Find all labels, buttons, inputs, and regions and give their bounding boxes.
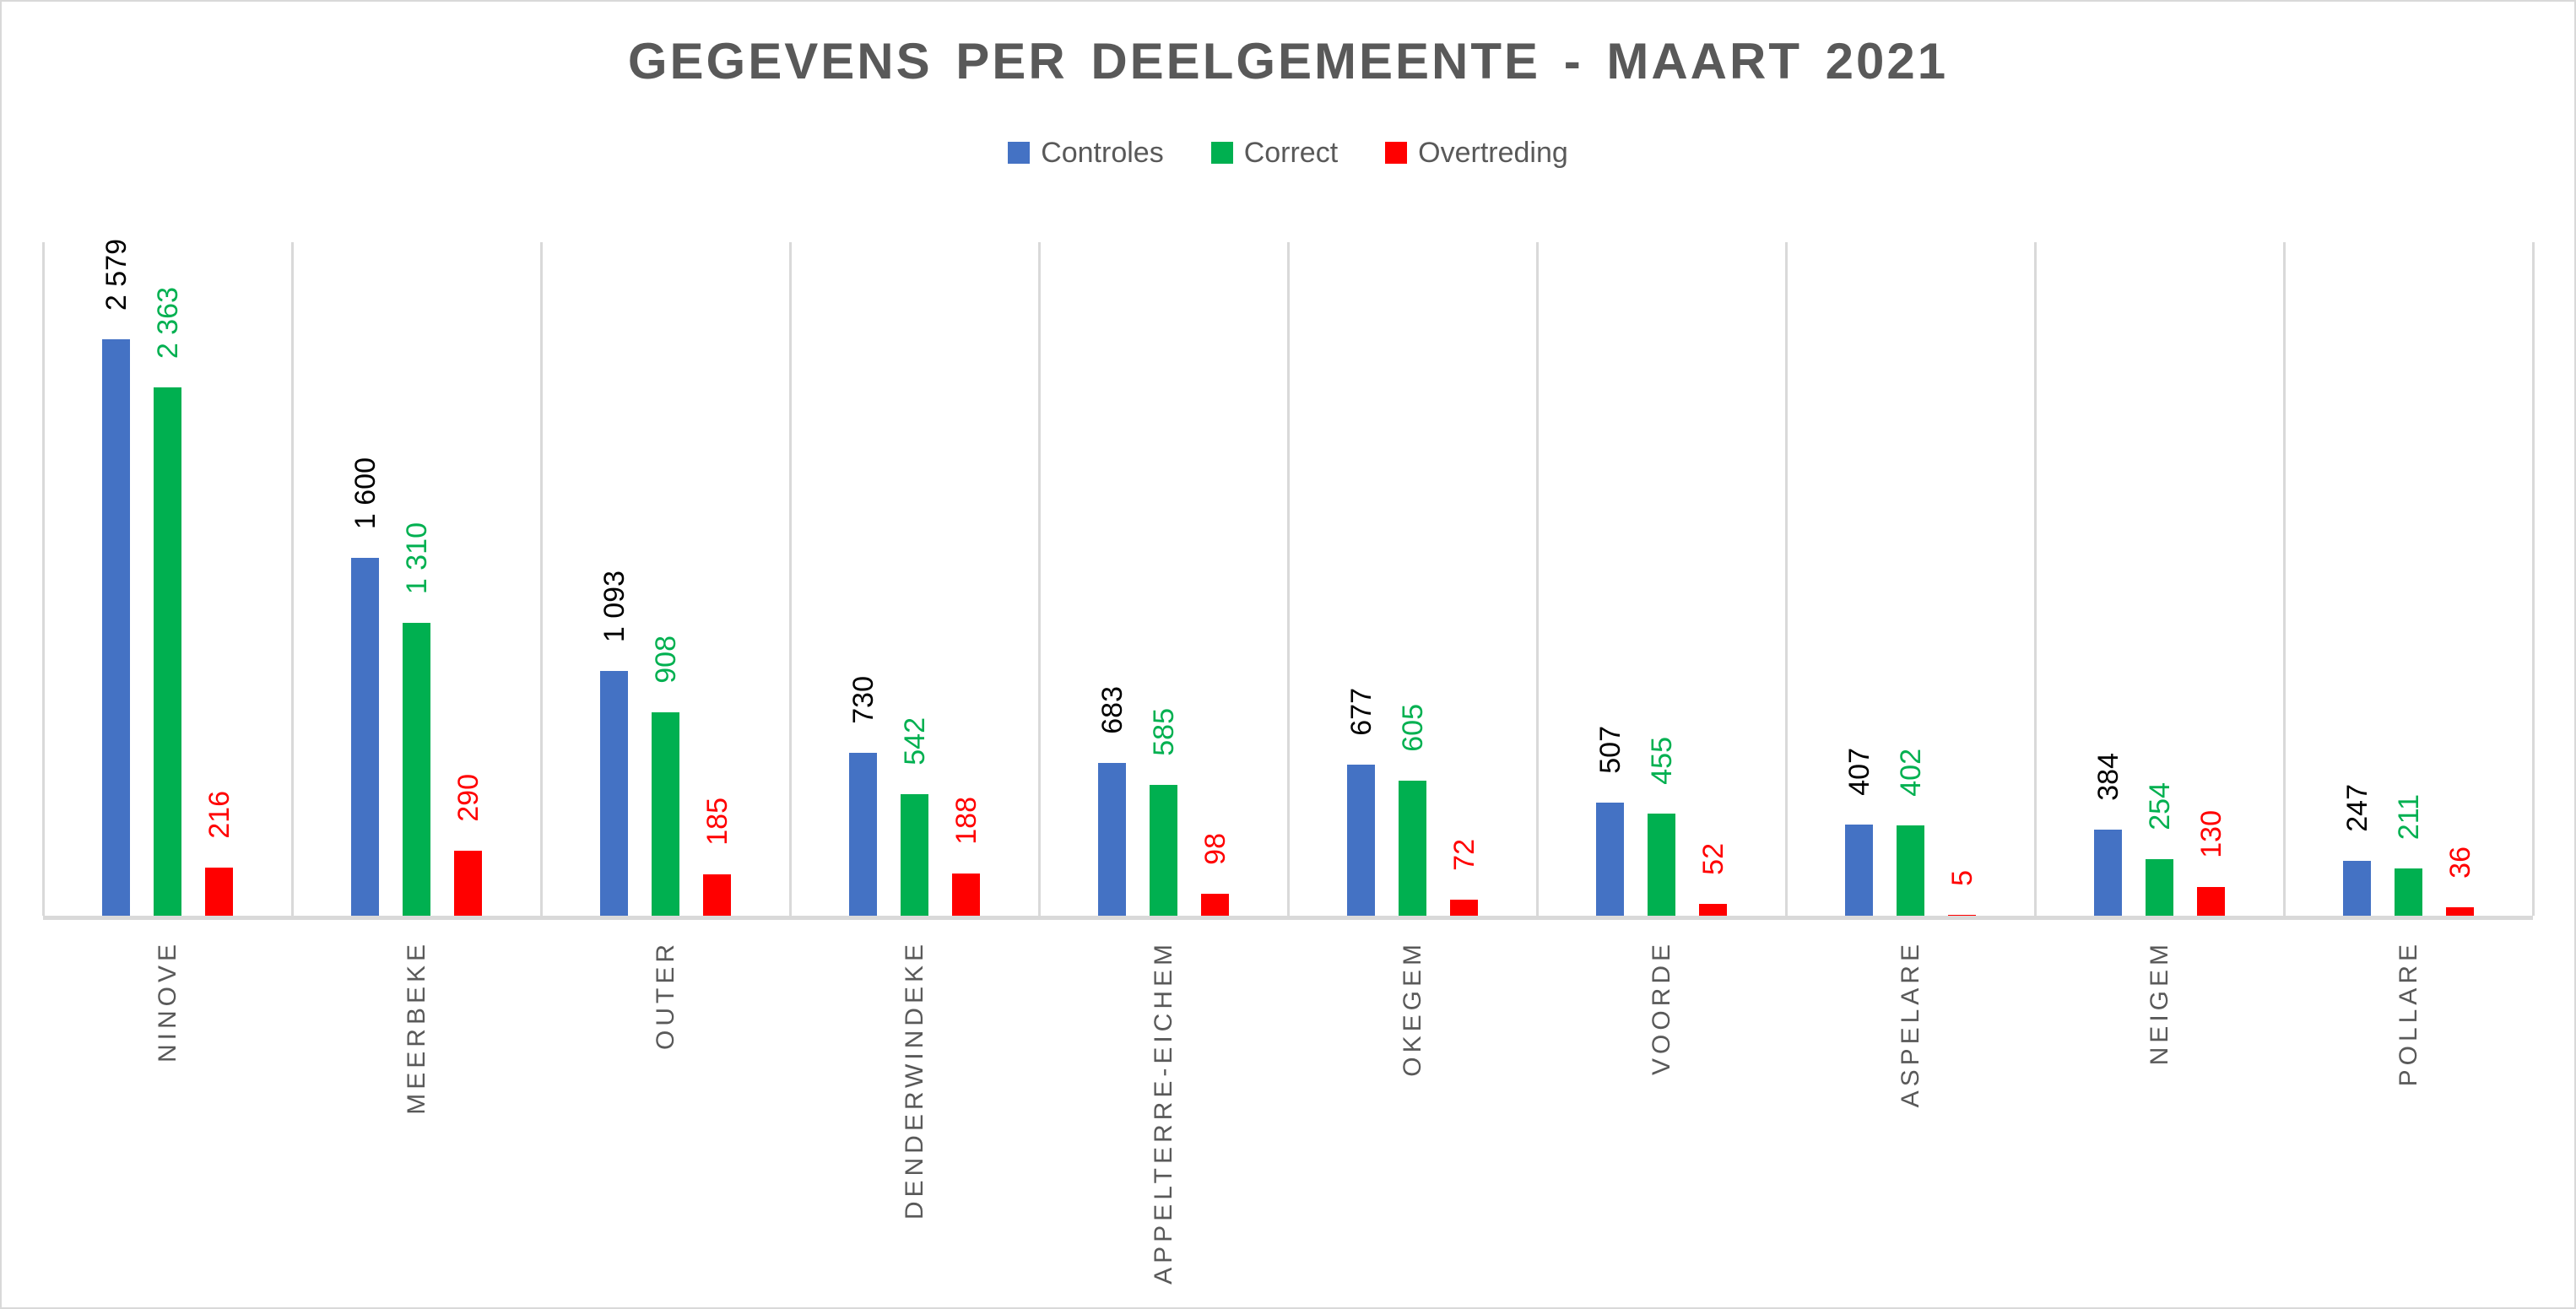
bar-controles-outer[interactable]	[600, 671, 628, 916]
legend-label: Correct	[1243, 137, 1339, 169]
bar-overtreding-denderwindeke[interactable]	[952, 874, 980, 916]
legend-label: Overtreding	[1418, 137, 1568, 169]
bar-value-label: 384	[2092, 753, 2124, 801]
bar-overtreding-neigem[interactable]	[2197, 887, 2225, 916]
bar-value-label: 1 310	[400, 522, 433, 594]
category-label-appelterre-eichem: APPELTERRE-EICHEM	[1149, 940, 1177, 1285]
x-axis-line	[43, 916, 2533, 920]
bar-controles-neigem[interactable]	[2094, 830, 2122, 916]
bar-correct-outer[interactable]	[652, 712, 679, 916]
category-separator-line	[2532, 242, 2535, 916]
bar-value-label: 402	[1894, 749, 1927, 797]
bar-value-label: 605	[1396, 704, 1429, 752]
bar-value-label: 5	[1946, 870, 1978, 886]
bar-value-label: 290	[452, 774, 484, 822]
bar-value-label: 211	[2392, 793, 2425, 840]
bar-overtreding-pollare[interactable]	[2446, 907, 2474, 916]
legend-item-correct[interactable]: Correct	[1210, 137, 1339, 169]
category-label-okegem: OKEGEM	[1398, 940, 1426, 1077]
bar-value-label: 908	[649, 636, 682, 684]
legend-marker-icon	[1385, 142, 1408, 164]
bar-value-label: 52	[1697, 843, 1729, 875]
bar-value-label: 247	[2341, 784, 2373, 832]
bar-correct-aspelare[interactable]	[1897, 825, 1924, 916]
bar-overtreding-meerbeke[interactable]	[454, 851, 482, 916]
bar-correct-denderwindeke[interactable]	[901, 794, 928, 916]
bar-value-label: 72	[1448, 839, 1480, 871]
bar-overtreding-okegem[interactable]	[1450, 900, 1478, 916]
bar-correct-neigem[interactable]	[2146, 859, 2173, 916]
category-label-denderwindeke: DENDERWINDEKE	[900, 940, 928, 1220]
bar-correct-meerbeke[interactable]	[403, 623, 430, 916]
bar-value-label: 585	[1147, 708, 1180, 756]
bar-value-label: 407	[1843, 748, 1875, 796]
category-separator-line	[1038, 242, 1041, 916]
bar-value-label: 98	[1199, 833, 1231, 865]
category-label-meerbeke: MEERBEKE	[402, 940, 430, 1115]
bar-overtreding-voorde[interactable]	[1699, 904, 1727, 916]
bar-value-label: 1 600	[349, 457, 382, 529]
bar-controles-appelterre-eichem[interactable]	[1098, 763, 1126, 916]
bar-value-label: 36	[2443, 847, 2476, 879]
chart-title: GEGEVENS PER DEELGEMEENTE - MAART 2021	[627, 33, 1949, 89]
category-separator-line	[540, 242, 543, 916]
category-separator-line	[1536, 242, 1539, 916]
bar-controles-pollare[interactable]	[2343, 861, 2371, 916]
legend-marker-icon	[1210, 142, 1233, 164]
bar-value-label: 2 579	[100, 238, 133, 311]
bar-value-label: 130	[2194, 810, 2227, 858]
bar-controles-aspelare[interactable]	[1845, 825, 1873, 916]
bar-correct-pollare[interactable]	[2395, 868, 2422, 916]
bar-value-label: 188	[950, 797, 982, 845]
bar-correct-appelterre-eichem[interactable]	[1150, 785, 1177, 916]
bar-controles-okegem[interactable]	[1347, 765, 1375, 916]
bar-value-label: 185	[701, 798, 733, 846]
bar-controles-ninove[interactable]	[102, 339, 130, 916]
bar-controles-voorde[interactable]	[1596, 803, 1624, 916]
bar-overtreding-outer[interactable]	[703, 874, 731, 916]
category-separator-line	[2283, 242, 2286, 916]
bar-overtreding-aspelare[interactable]	[1948, 915, 1976, 916]
bar-value-label: 1 093	[598, 570, 630, 642]
category-label-pollare: POLLARE	[2394, 940, 2422, 1087]
legend-label: Controles	[1041, 137, 1164, 169]
bar-controles-denderwindeke[interactable]	[849, 753, 877, 916]
category-label-outer: OUTER	[651, 940, 679, 1050]
legend-item-overtreding[interactable]: Overtreding	[1385, 138, 1568, 167]
category-separator-line	[1287, 242, 1290, 916]
legend-marker-icon	[1008, 142, 1031, 164]
bar-value-label: 216	[203, 791, 235, 839]
category-separator-line	[1785, 242, 1788, 916]
bar-controles-meerbeke[interactable]	[351, 558, 379, 916]
category-separator-line	[291, 242, 294, 916]
bar-value-label: 2 363	[151, 286, 184, 359]
bar-value-label: 677	[1345, 688, 1377, 736]
category-separator-line	[789, 242, 792, 916]
bar-overtreding-ninove[interactable]	[205, 868, 233, 916]
category-label-neigem: NEIGEM	[2145, 940, 2173, 1066]
bar-correct-voorde[interactable]	[1648, 814, 1675, 916]
bar-value-label: 507	[1594, 726, 1626, 774]
category-separator-line	[42, 242, 45, 916]
category-label-ninove: NINOVE	[153, 940, 181, 1063]
category-label-voorde: VOORDE	[1647, 940, 1675, 1076]
bar-correct-okegem[interactable]	[1399, 781, 1426, 916]
bar-value-label: 455	[1645, 737, 1678, 785]
bar-correct-ninove[interactable]	[154, 387, 181, 916]
bar-value-label: 542	[898, 717, 931, 765]
bar-value-label: 254	[2143, 782, 2176, 830]
bar-overtreding-appelterre-eichem[interactable]	[1201, 894, 1229, 916]
legend-item-controles[interactable]: Controles	[1008, 138, 1164, 167]
category-separator-line	[2034, 242, 2037, 916]
category-label-aspelare: ASPELARE	[1896, 940, 1924, 1108]
legend: Controles Correct Overtreding	[2, 138, 2574, 167]
bar-value-label: 683	[1096, 686, 1128, 734]
bar-value-label: 730	[847, 676, 879, 724]
